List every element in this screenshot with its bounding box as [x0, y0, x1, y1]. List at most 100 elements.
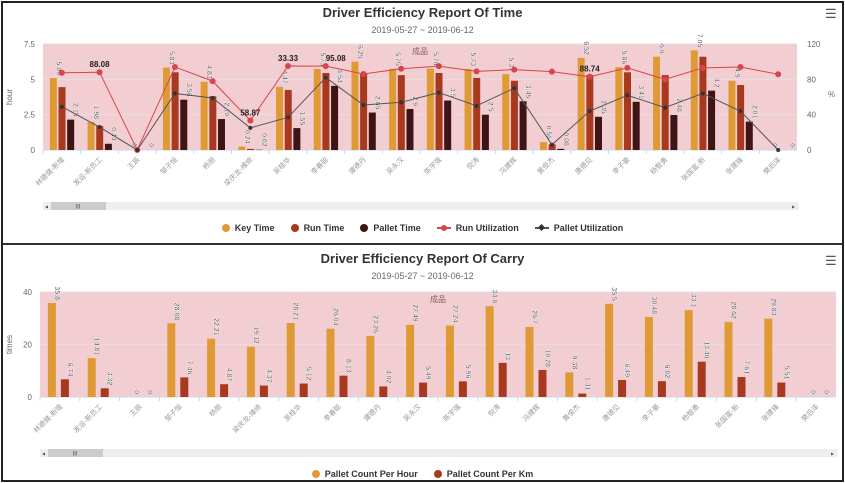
data-label: 6.25 — [356, 45, 363, 59]
x-tick-label: 唐德见 — [573, 155, 594, 176]
bar-key-time — [615, 67, 623, 150]
legend-pallet-utilization[interactable]: Pallet Utilization — [534, 223, 624, 233]
data-label: 33.1 — [690, 293, 697, 307]
data-label: 5.12 — [305, 367, 312, 381]
legend-key-time[interactable]: Key Time — [221, 223, 275, 233]
data-label: 19.12 — [252, 326, 259, 344]
point-pallet-utilization — [210, 95, 215, 100]
data-label: 0 — [809, 390, 816, 394]
bar-key-time — [389, 68, 397, 150]
point-run-utilization — [548, 68, 555, 75]
data-label: 7.46 — [185, 361, 192, 375]
x-tick-label: 杨智勇 — [648, 155, 669, 176]
bar-pallet-count-per-hour — [724, 321, 733, 397]
x-tick-label: 发运-新员工 — [71, 155, 104, 188]
point-pallet-utilization — [549, 142, 554, 147]
bar-run-time — [397, 75, 405, 150]
bar-key-time — [276, 86, 284, 150]
x-tick-label: 樊后泽 — [799, 402, 820, 423]
bar-pallet-count-per-km — [618, 379, 627, 397]
bar-key-time — [351, 61, 359, 150]
bar-key-time — [162, 67, 170, 150]
legend-pallet-per-hour[interactable]: Pallet Count Per Hour — [311, 469, 418, 479]
point-pallet-utilization — [399, 100, 404, 105]
data-label: 7.61 — [743, 360, 750, 374]
chart-subtitle-carry: 2019-05-27 ~ 2019-06-12 — [371, 271, 474, 281]
x-tick-label: 唐德见 — [600, 402, 621, 423]
legend-label: Pallet Time — [373, 223, 421, 233]
scrollbar-track[interactable] — [40, 449, 838, 457]
point-pallet-utilization — [776, 148, 781, 152]
data-label: 5.76 — [431, 52, 438, 66]
point-run-utilization — [398, 65, 405, 72]
data-label: 13.46 — [703, 341, 710, 359]
data-label: 0.56 — [544, 125, 551, 139]
bar-run-time — [435, 72, 443, 150]
point-pallet-utilization — [97, 125, 102, 130]
bar-key-time — [690, 50, 698, 150]
data-label: 10.28 — [544, 349, 551, 367]
data-label: 0 — [133, 390, 140, 394]
data-label: 2.9 — [411, 96, 418, 106]
data-label: 5.37 — [507, 57, 514, 71]
data-label: 3.32 — [106, 372, 113, 386]
y-axis-label: hour — [5, 89, 14, 105]
scrollbar-track[interactable] — [43, 202, 799, 210]
data-label: 4.9 — [733, 68, 740, 78]
point-pallet-utilization — [663, 105, 668, 110]
bar-pallet-time — [594, 116, 602, 150]
bar-run-time — [284, 89, 292, 150]
scrollbar-thumb[interactable] — [48, 449, 103, 457]
menu-icon[interactable]: ☰ — [825, 6, 837, 21]
point-pallet-utilization — [135, 148, 140, 152]
point-pallet-utilization — [286, 115, 291, 120]
data-label: 27.24 — [451, 305, 458, 323]
divider — [3, 243, 842, 245]
x-tick-label: 冯建辉 — [521, 402, 542, 423]
point-pallet-utilization — [474, 103, 479, 108]
data-label: 4.83 — [205, 65, 212, 79]
data-label: 5.09 — [54, 61, 61, 75]
data-label: 2.19 — [222, 102, 229, 116]
data-label: 2.65 — [373, 96, 380, 110]
line-run-utilization — [61, 65, 779, 152]
x-tick-label: 张建锋 — [724, 155, 745, 176]
x-tick-label: 张国富-新 — [679, 155, 707, 183]
chart-title-time: Driver Efficiency Report Of Time — [322, 5, 523, 20]
x-tick-label: 谭德丹 — [362, 402, 383, 423]
legend-pallet-per-km[interactable]: Pallet Count Per Km — [433, 469, 534, 479]
point-run-utilization — [171, 63, 178, 70]
data-label: 4.37 — [265, 369, 272, 383]
legend-pallet-time[interactable]: Pallet Time — [360, 223, 421, 233]
data-label: 3.45 — [524, 85, 531, 99]
data-label: 5.51 — [782, 366, 789, 380]
data-label: 5.96 — [464, 365, 471, 379]
x-tick-label: 吴桂华 — [282, 402, 303, 423]
scroll-right-arrow[interactable]: ▸ — [831, 452, 834, 458]
point-pallet-utilization — [323, 75, 328, 80]
point-run-utilization — [662, 76, 669, 83]
scroll-left-arrow[interactable]: ◂ — [42, 452, 45, 458]
point-pallet-utilization — [512, 86, 517, 91]
point-pallet-utilization — [59, 104, 64, 109]
point-run-utilization — [473, 68, 480, 75]
legend-label: Pallet Utilization — [553, 223, 624, 233]
scroll-right-arrow[interactable]: ▸ — [792, 205, 795, 211]
point-pallet-utilization — [700, 91, 705, 96]
bar-key-time — [728, 80, 736, 150]
legend-run-time[interactable]: Run Time — [290, 223, 344, 233]
y2-tick-label: 120 — [807, 40, 821, 49]
scroll-left-arrow[interactable]: ◂ — [45, 205, 48, 211]
bar-pallet-count-per-km — [259, 385, 268, 397]
point-run-utilization — [247, 117, 254, 124]
data-label: 5.75 — [394, 52, 401, 66]
point-run-utilization — [511, 66, 518, 73]
menu-icon[interactable]: ☰ — [825, 253, 837, 268]
scrollbar-thumb[interactable] — [51, 202, 106, 210]
point-run-utilization — [737, 63, 744, 70]
legend-run-utilization[interactable]: Run Utilization — [436, 223, 519, 233]
data-label: 8.13 — [345, 359, 352, 373]
legend-label: Pallet Count Per Km — [446, 469, 534, 479]
bar-pallet-count-per-hour — [366, 335, 375, 397]
data-label: 9.38 — [570, 356, 577, 370]
